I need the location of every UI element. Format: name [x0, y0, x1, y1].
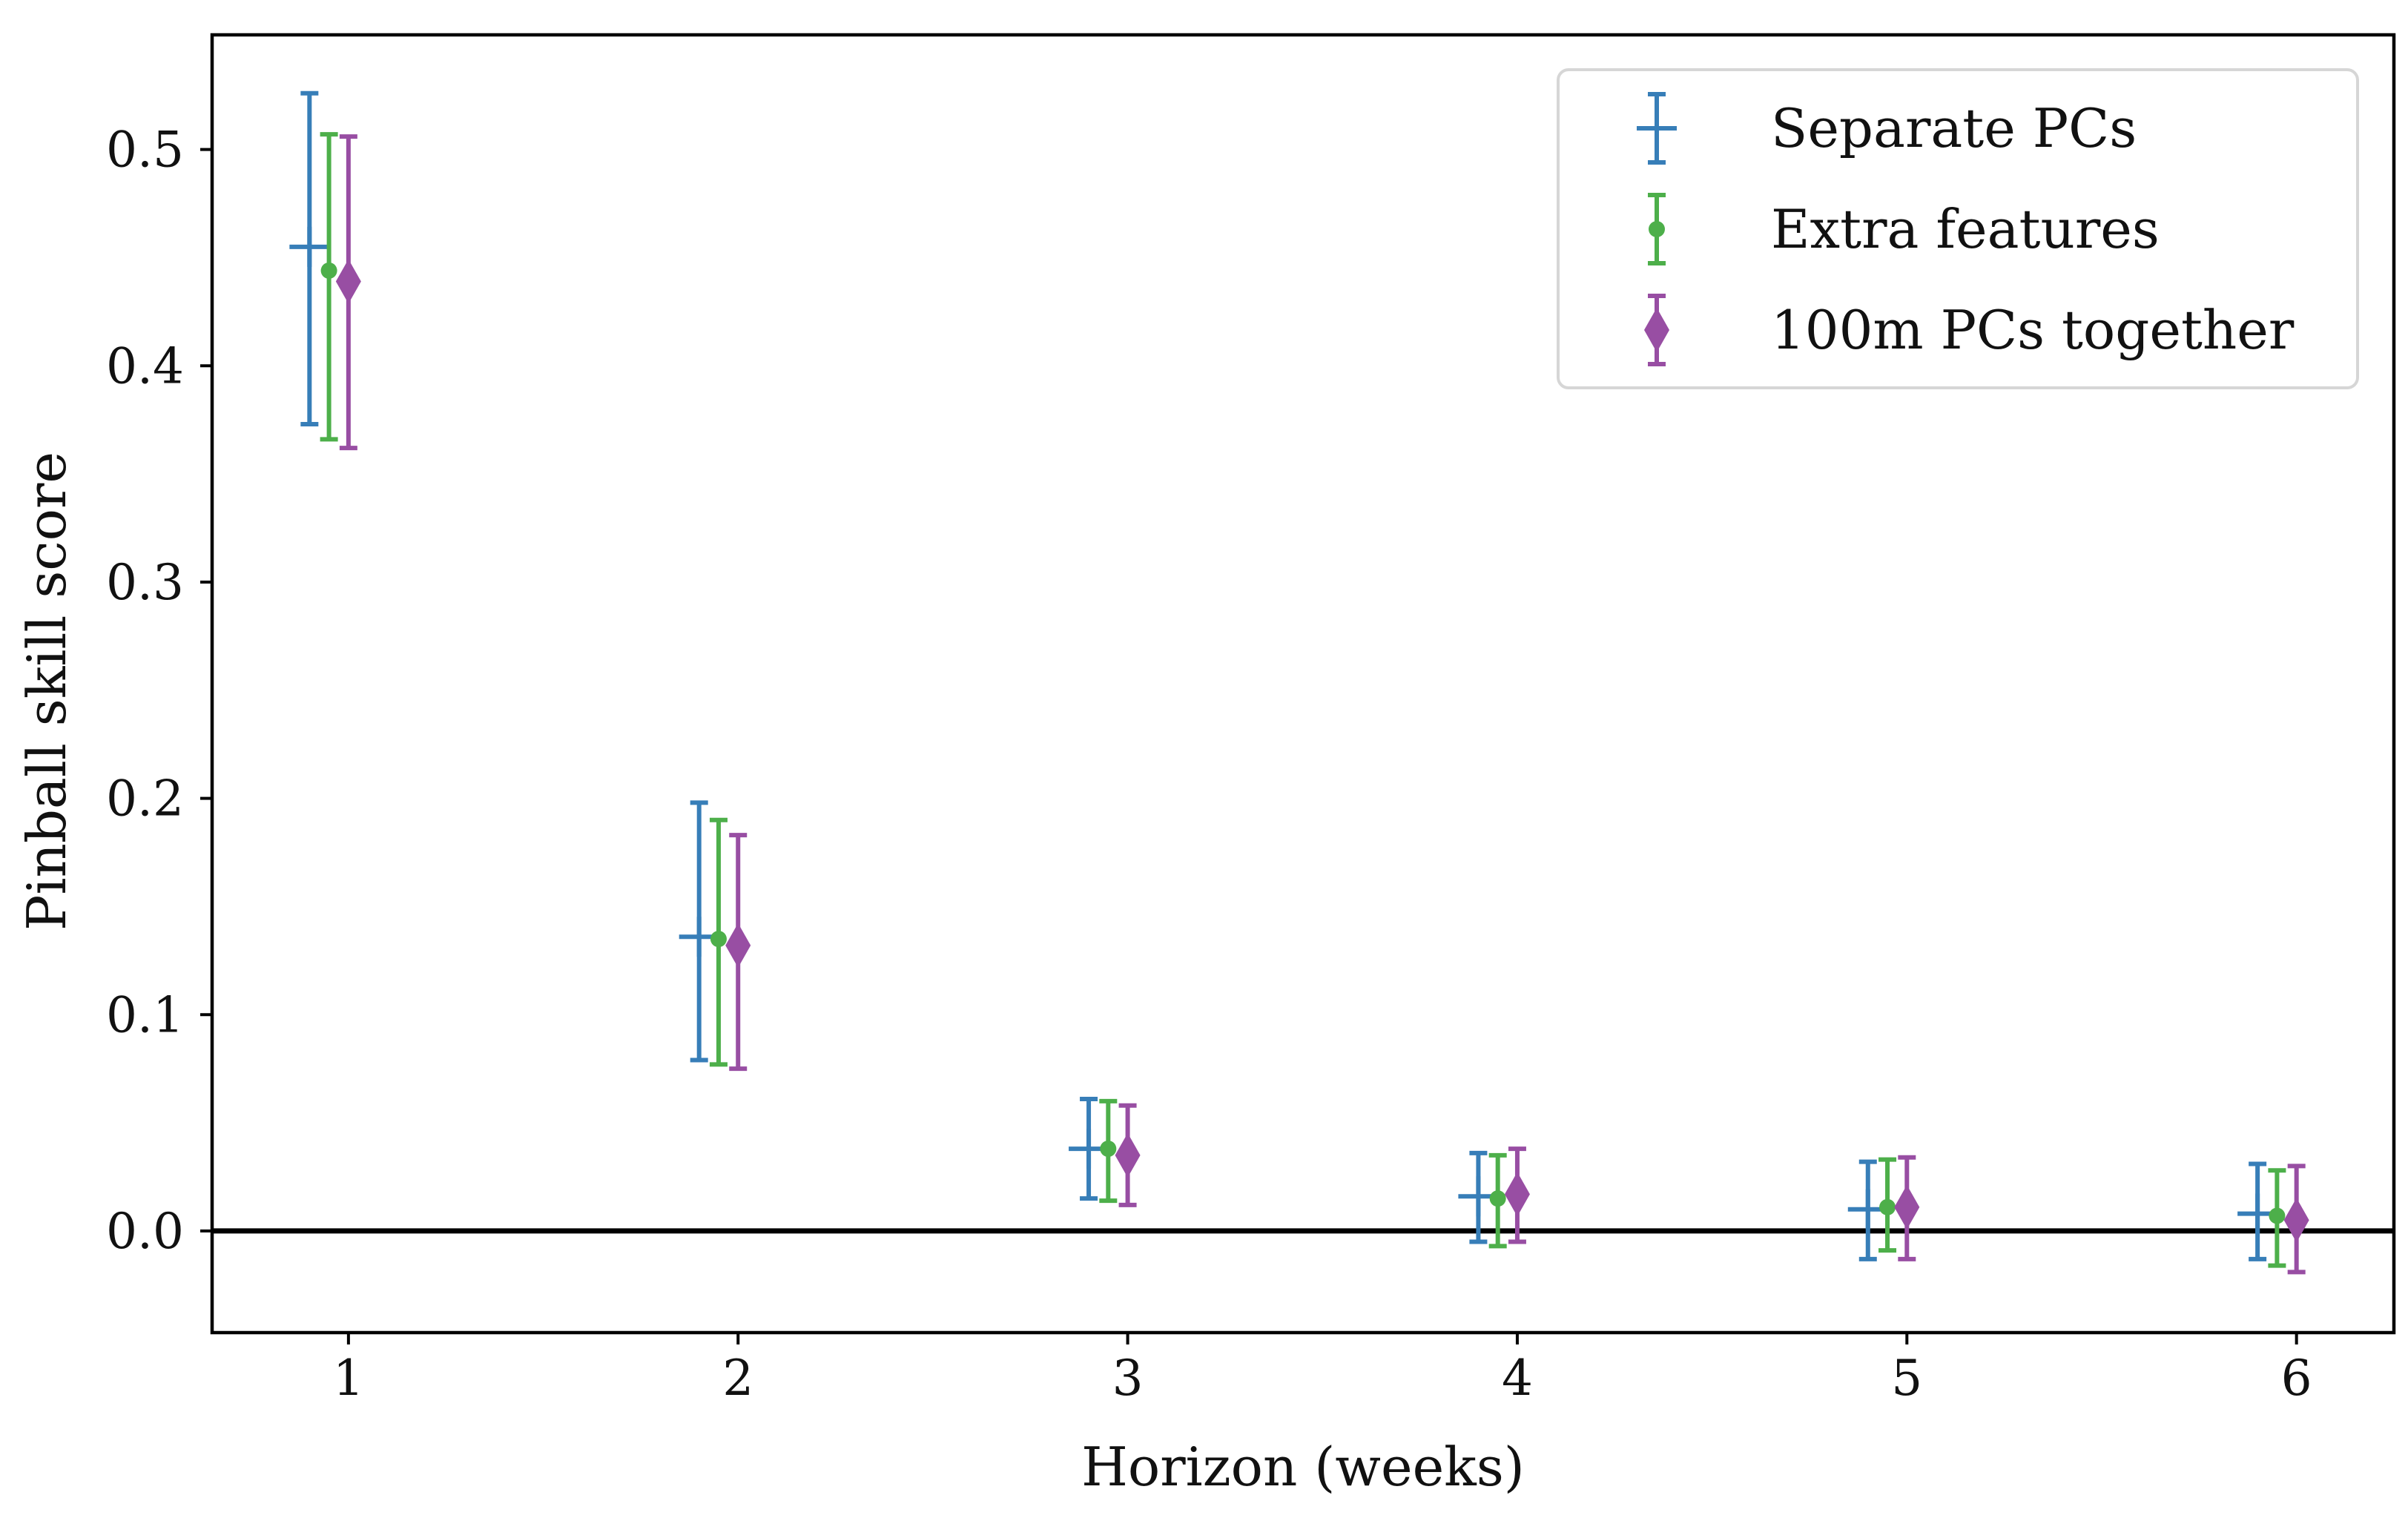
data-point	[1504, 1146, 1530, 1244]
legend-label: Extra features	[1771, 198, 2160, 260]
plot-area	[212, 90, 2394, 1275]
data-point	[1115, 1103, 1141, 1207]
data-point	[289, 90, 330, 426]
data-marker-dot	[1100, 1141, 1117, 1158]
series-extra-features	[320, 132, 2286, 1268]
data-point	[320, 132, 338, 442]
legend-marker-diamond	[1644, 308, 1669, 352]
legend-marker-plus	[1637, 108, 1677, 148]
y-tick-label: 0.5	[106, 122, 184, 179]
legend-entry: 100m PCs together	[1644, 294, 2295, 366]
legend-label: Separate PCs	[1771, 97, 2137, 159]
y-tick-label: 0.3	[106, 554, 184, 611]
legend-box	[1557, 68, 2359, 389]
data-point	[2268, 1168, 2286, 1268]
x-tick-label: 4	[1502, 1350, 1533, 1407]
data-marker-dot	[1489, 1190, 1506, 1207]
data-point	[725, 833, 751, 1072]
x-tick-label: 5	[1891, 1350, 1922, 1407]
axes-frame	[210, 33, 2396, 1335]
data-point	[1099, 1098, 1118, 1204]
axes: 1 2 3 4 5 6 0.0 0.1 0.2 0.3 0.4 0.5 Horizon (weeks) P…	[16, 33, 2396, 1498]
data-point	[1878, 1157, 1897, 1253]
data-point	[335, 134, 361, 451]
legend-entry: Extra features	[1648, 193, 2160, 265]
data-point	[2283, 1164, 2309, 1275]
data-point	[1894, 1155, 1920, 1261]
data-point	[679, 800, 719, 1063]
data-marker-diamond	[335, 259, 361, 304]
legend-entry: Separate PCs	[1637, 92, 2137, 165]
data-point	[1458, 1150, 1499, 1244]
legend: Separate PCs Extra features 100m PCs toget…	[1557, 68, 2359, 389]
data-marker-dot	[320, 262, 337, 279]
data-point	[1488, 1152, 1507, 1249]
y-tick-label: 0.0	[106, 1203, 184, 1260]
x-tick-label: 6	[2281, 1350, 2312, 1407]
x-tick-label: 3	[1112, 1350, 1144, 1407]
data-marker-plus	[289, 226, 330, 267]
data-marker-dot	[710, 931, 727, 948]
series-100m-pcs-together	[335, 134, 2309, 1275]
data-marker-dot	[1879, 1198, 1896, 1215]
legend-marker-dot	[1649, 221, 1665, 237]
y-tick-label: 0.1	[106, 986, 184, 1043]
data-point	[2237, 1161, 2278, 1261]
data-marker-diamond	[2283, 1198, 2309, 1243]
data-marker-diamond	[1115, 1132, 1141, 1178]
x-axis-title: Horizon (weeks)	[1081, 1436, 1525, 1498]
x-tick-label: 2	[722, 1350, 753, 1407]
data-marker-diamond	[1504, 1172, 1530, 1217]
x-tick-label: 1	[333, 1350, 364, 1407]
data-marker-diamond	[725, 923, 751, 968]
data-point	[709, 817, 728, 1067]
y-tick-label: 0.2	[106, 770, 184, 828]
data-marker-diamond	[1894, 1184, 1920, 1230]
data-marker-dot	[2269, 1207, 2286, 1224]
y-tick-label: 0.4	[106, 337, 184, 395]
y-axis-title: Pinball skill score	[16, 452, 78, 931]
legend-label: 100m PCs together	[1771, 299, 2295, 361]
series-separate-pcs	[289, 90, 2278, 1261]
